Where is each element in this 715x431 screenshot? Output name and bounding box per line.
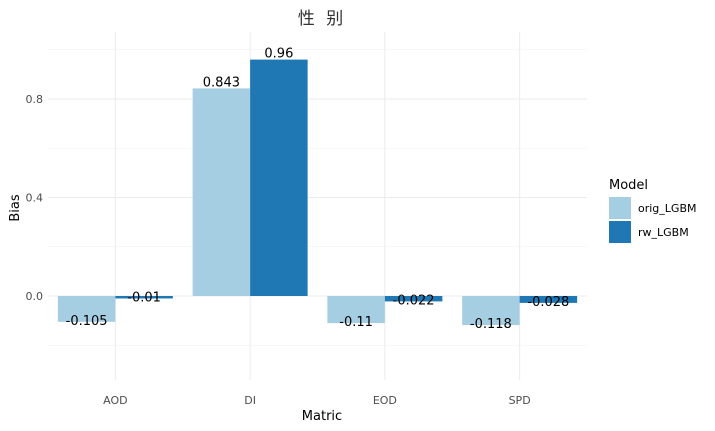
data-label: 0.843 (203, 75, 240, 90)
x-axis-title: Matric (302, 409, 342, 424)
x-tick-label: SPD (509, 394, 531, 407)
legend-items: orig_LGBM rw_LGBM (609, 197, 696, 243)
legend-swatch (609, 221, 631, 243)
legend-title: Model (609, 178, 648, 193)
minor-gridlines (48, 49, 587, 346)
bar-orig_LGBM-AOD (57, 296, 116, 322)
legend: Model orig_LGBM rw_LGBM (609, 178, 696, 243)
bar-orig_LGBM-DI (192, 88, 251, 296)
bars (57, 59, 578, 326)
bar-rw_LGBM-AOD (115, 296, 173, 299)
y-tick-label: 0.8 (26, 93, 44, 106)
y-tick-label: 0.4 (26, 192, 44, 205)
data-label: 0.96 (264, 47, 293, 62)
data-label: -0.11 (339, 315, 373, 330)
bar-rw_LGBM-DI (250, 59, 308, 296)
data-label: -0.118 (470, 317, 512, 332)
x-tick-label: EOD (373, 394, 397, 407)
legend-label: rw_LGBM (638, 226, 689, 239)
bar-rw_LGBM-SPD (519, 296, 578, 303)
data-label: -0.028 (527, 295, 569, 310)
data-label: -0.022 (393, 293, 435, 308)
x-axis-ticks: AOD DI EOD SPD (103, 394, 531, 407)
x-tick-label: AOD (103, 394, 127, 407)
y-tick-label: 0.0 (26, 290, 44, 303)
bar-orig_LGBM-EOD (327, 296, 385, 324)
data-label: -0.01 (127, 290, 161, 305)
legend-swatch (609, 197, 631, 219)
x-tick-label: DI (244, 394, 256, 407)
y-axis-ticks: 0.0 0.4 0.8 (26, 93, 44, 303)
data-label: -0.105 (66, 314, 108, 329)
legend-label: orig_LGBM (638, 202, 696, 215)
chart-title: 性 别 (298, 9, 346, 29)
data-labels: -0.105 -0.01 0.843 0.96 -0.11 -0.022 -0.118 -0.… (66, 47, 570, 332)
y-axis-title: Bias (8, 194, 23, 221)
bar-rw_LGBM-EOD (384, 296, 443, 302)
bar-orig_LGBM-SPD (462, 296, 520, 326)
